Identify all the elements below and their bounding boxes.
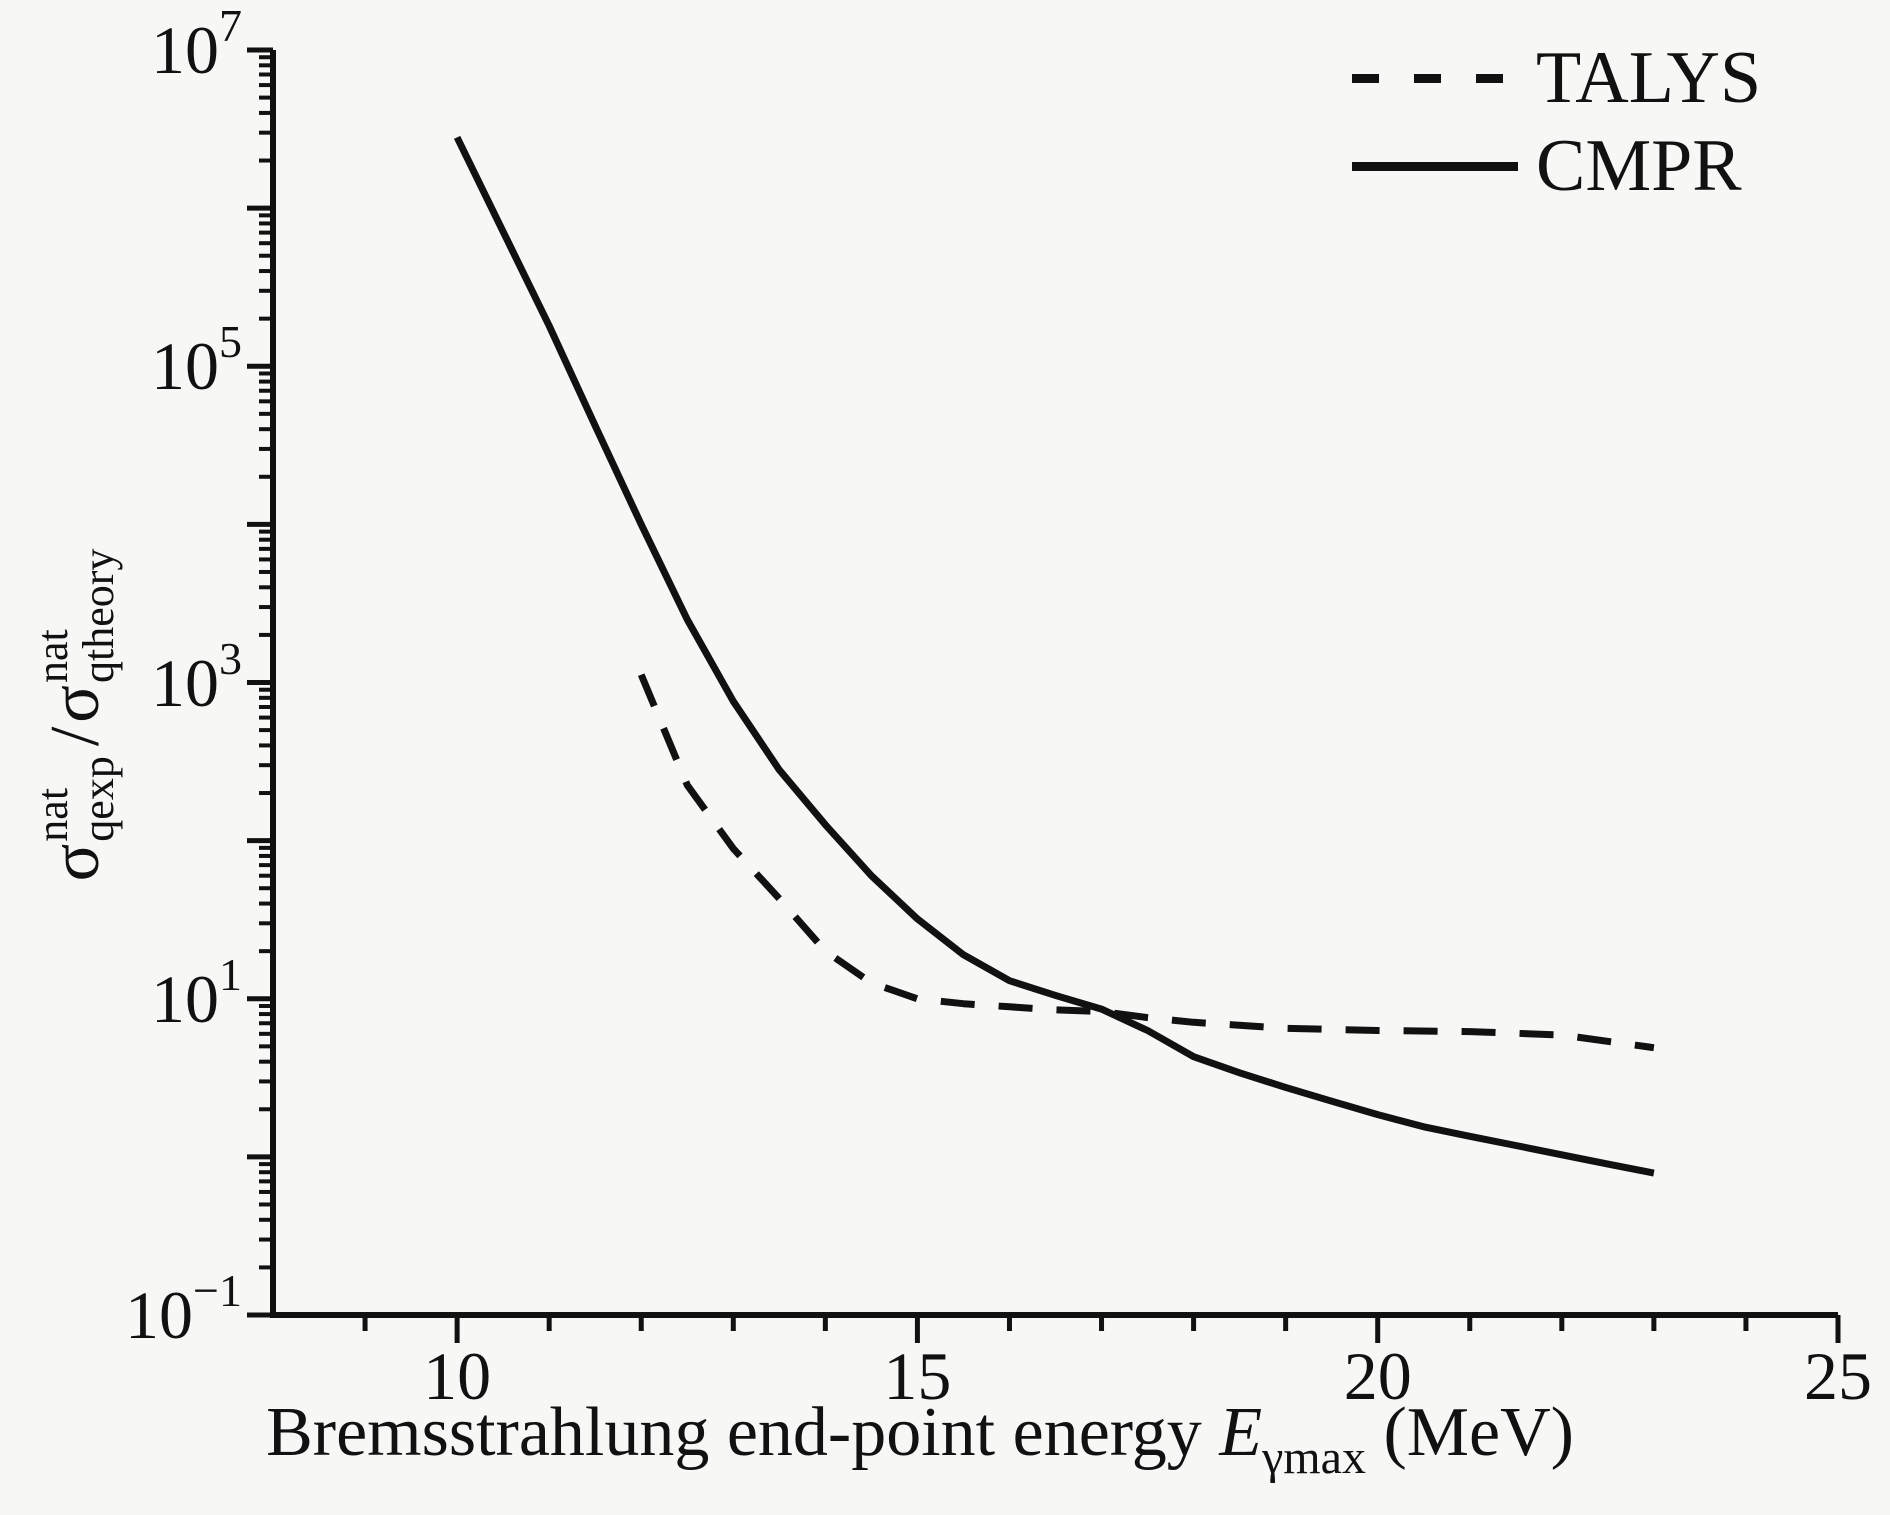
y-tick-label-10e3: 10 3 bbox=[151, 632, 242, 721]
y-tick-label-10e7: 10 7 bbox=[151, 0, 242, 88]
x-tick-label-25: 25 bbox=[1804, 1338, 1872, 1414]
x-title-text: Bremsstrahlung end-point energy bbox=[266, 1394, 1220, 1471]
cmpr-curve bbox=[453, 135, 1655, 1177]
sigma-exp-symbol: σ bbox=[37, 843, 114, 882]
legend-item-talys: TALYS bbox=[1352, 34, 1761, 122]
legend: TALYS CMPR bbox=[1352, 34, 1761, 210]
x-title-units: (MeV) bbox=[1365, 1394, 1574, 1471]
solid-line-sample bbox=[1352, 161, 1518, 171]
energy-variable-subscript: γmax bbox=[1262, 1431, 1366, 1484]
talys-curve bbox=[637, 673, 1655, 1052]
legend-item-cmpr: CMPR bbox=[1352, 122, 1761, 210]
sigma-exp-subscript: qexp bbox=[74, 756, 123, 842]
dashed-line-sample bbox=[1352, 73, 1518, 83]
y-axis-title: σ nat qexp/σ nat qtheory bbox=[27, 543, 123, 882]
legend-label-cmpr: CMPR bbox=[1536, 125, 1742, 207]
x-tick-label-10: 10 bbox=[423, 1338, 492, 1414]
x-tick-label-20: 20 bbox=[1343, 1338, 1412, 1414]
energy-variable: E bbox=[1219, 1394, 1263, 1471]
sigma-theory-symbol: σ bbox=[37, 684, 114, 723]
y-tick-label-10e-1: 10 −1 bbox=[125, 1265, 242, 1353]
y-tick-label-10e1: 10 1 bbox=[151, 948, 242, 1037]
y-tick-label-10e5: 10 5 bbox=[151, 316, 242, 405]
x-axis-title: Bremsstrahlung end-point energy Eγmax (M… bbox=[266, 1398, 1574, 1482]
legend-label-talys: TALYS bbox=[1536, 37, 1762, 119]
sigma-theory-superscript: nat bbox=[27, 629, 77, 683]
ylabel-divider: / bbox=[37, 726, 114, 747]
sigma-exp-superscript: nat bbox=[27, 787, 77, 842]
sigma-theory-subscript: qtheory bbox=[74, 548, 123, 683]
x-tick-label-15: 15 bbox=[883, 1338, 952, 1414]
